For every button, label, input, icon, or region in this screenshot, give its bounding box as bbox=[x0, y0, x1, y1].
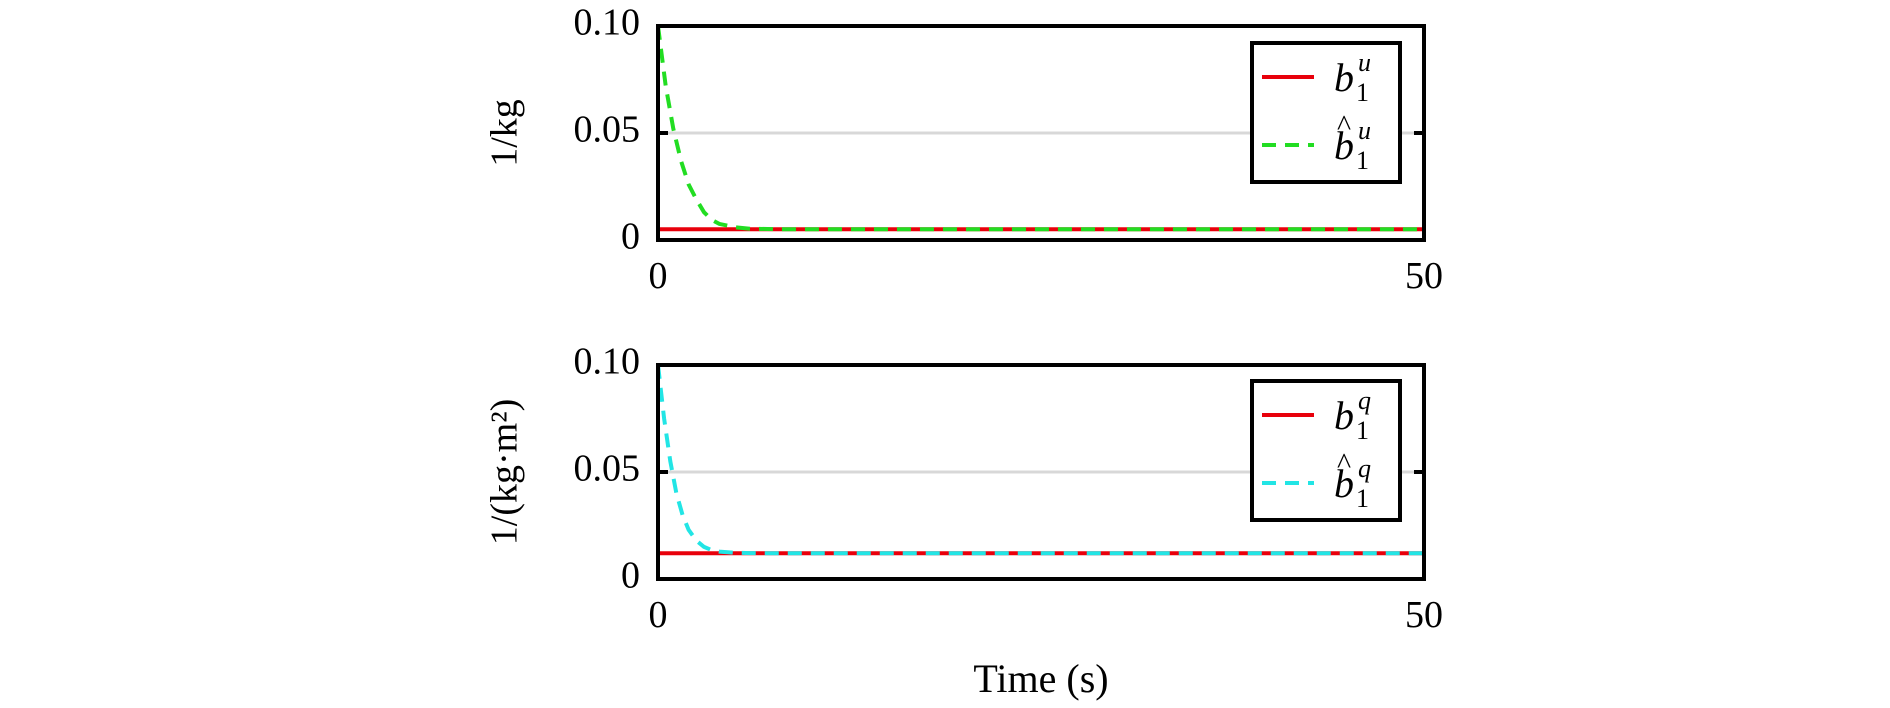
legend-label-base: b bbox=[1334, 461, 1354, 506]
legend-label-sub: 1 bbox=[1356, 484, 1369, 513]
legend-label-sup: q bbox=[1358, 386, 1371, 415]
legend-label-sub: 1 bbox=[1356, 146, 1369, 175]
y-tick-label: 0 bbox=[621, 216, 640, 258]
ylabel-top: 1/kg bbox=[484, 99, 526, 167]
ticks-bottom: 0 0.05 0.10 0 50 bbox=[574, 341, 1444, 636]
legend-label-sup: q bbox=[1358, 454, 1371, 483]
y-tick-label: 0.05 bbox=[574, 448, 641, 490]
legend-label-base: b bbox=[1334, 393, 1354, 438]
legend-label-base: b bbox=[1334, 123, 1354, 168]
y-tick-label: 0 bbox=[621, 555, 640, 597]
x-tick-label: 0 bbox=[649, 594, 668, 636]
ticks-top: 0 0.05 0.10 0 50 bbox=[574, 2, 1444, 297]
x-tick-label: 50 bbox=[1405, 594, 1443, 636]
legend-top: b u1^b u1 bbox=[1250, 41, 1402, 184]
legend-label-sub: 1 bbox=[1356, 78, 1369, 107]
legend-label-sup: u bbox=[1358, 48, 1371, 77]
legend-hat: ^ bbox=[1337, 447, 1351, 480]
legend-hat: ^ bbox=[1337, 109, 1351, 142]
legend-label-sup: u bbox=[1358, 116, 1371, 145]
legend-box-top bbox=[1250, 41, 1402, 184]
chart-top: 00.050.100 50 1/kg b u1^b u1 bbox=[484, 2, 1443, 297]
chart-bottom: 00.050.100 50 1/(kg·m²) b q1^b q1 Time (s) bbox=[484, 341, 1443, 701]
legend-label-base: b bbox=[1334, 55, 1354, 100]
legend-label-sub: 1 bbox=[1356, 416, 1369, 445]
y-tick-label: 0.10 bbox=[574, 2, 641, 44]
y-tick-label: 0.10 bbox=[574, 341, 641, 383]
legend-bottom: b q1^b q1 bbox=[1250, 379, 1402, 522]
legend-box-bottom bbox=[1250, 379, 1402, 522]
y-tick-label: 0.05 bbox=[574, 109, 641, 151]
ylabel-bottom: 1/(kg·m²) bbox=[484, 399, 526, 545]
x-tick-label: 0 bbox=[649, 255, 668, 297]
series-line-b1q-hat bbox=[656, 364, 1424, 556]
series-group-top bbox=[656, 25, 1424, 232]
series-group-bottom bbox=[656, 364, 1424, 556]
xlabel-bottom: Time (s) bbox=[973, 656, 1108, 701]
x-tick-label: 50 bbox=[1405, 255, 1443, 297]
